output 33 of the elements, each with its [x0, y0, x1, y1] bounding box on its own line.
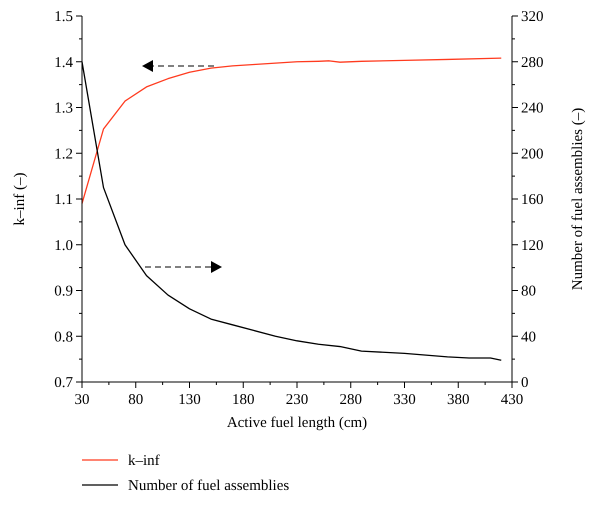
- x-tick-label: 180: [232, 392, 254, 408]
- y-tick-label: 1.3: [54, 100, 73, 116]
- y-tick-label: 0.9: [54, 284, 73, 300]
- y2-tick-label: 80: [521, 284, 536, 300]
- y-tick-label: 1.1: [54, 192, 73, 208]
- legend-label: Number of fuel assemblies: [128, 478, 290, 494]
- y2-tick-label: 200: [521, 146, 544, 162]
- y2-tick-label: 320: [521, 9, 544, 25]
- x-tick-label: 130: [178, 392, 201, 408]
- x-tick-label: 80: [128, 392, 144, 408]
- y2-tick-label: 280: [521, 54, 544, 71]
- y-tick-label: 1.4: [54, 54, 74, 71]
- legend-label: k–inf: [128, 453, 160, 469]
- y-axis-title: k–inf (–): [12, 172, 28, 226]
- x-tick-label: 380: [447, 392, 470, 408]
- y2-tick-label: 120: [521, 238, 544, 254]
- y2-tick-label: 240: [521, 100, 544, 116]
- x-tick-label: 30: [74, 392, 90, 408]
- x-tick-label: 280: [340, 392, 362, 408]
- x-tick-label: 330: [393, 392, 416, 408]
- y-tick-label: 1.5: [54, 9, 73, 25]
- y-tick-label: 1.2: [54, 146, 73, 162]
- y2-tick-label: 0: [521, 375, 528, 391]
- line-series: [81, 57, 502, 204]
- x-axis-title: Active fuel length (cm): [226, 415, 368, 431]
- y2-tick-label: 160: [521, 192, 544, 208]
- y-tick-label: 0.7: [54, 375, 74, 391]
- y2-tick-label: 40: [521, 329, 536, 346]
- x-tick-label: 230: [286, 392, 308, 408]
- y-tick-label: 0.8: [54, 329, 73, 346]
- x-tick-label: 430: [500, 392, 524, 408]
- y2-axis-title: Number of fuel assemblies (–): [570, 108, 586, 290]
- y-tick-label: 1.0: [54, 238, 73, 254]
